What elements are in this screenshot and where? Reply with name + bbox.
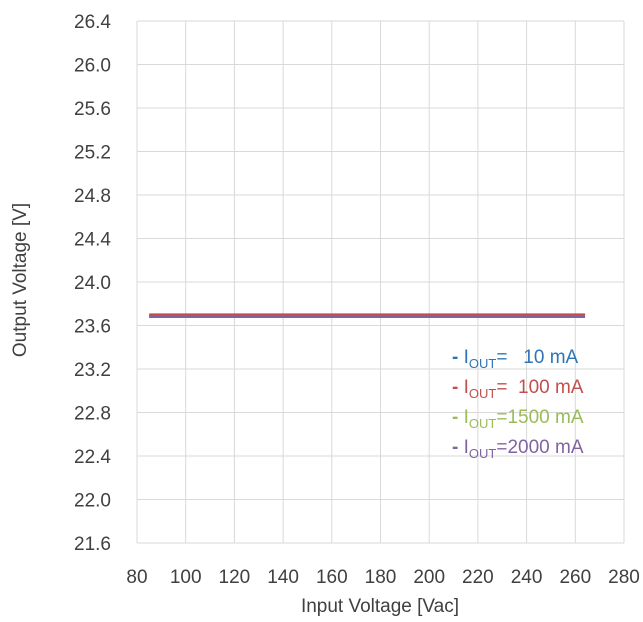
x-tick-label: 280 [608, 567, 640, 588]
y-tick-label: 26.0 [74, 56, 111, 77]
y-tick-label: 21.6 [74, 534, 111, 555]
legend-entry: - IOUT=2000 mA [452, 437, 584, 461]
x-axis-title: Input Voltage [Vac] [301, 596, 459, 617]
grid-lines [136, 20, 625, 544]
y-tick-label: 23.2 [74, 360, 111, 381]
series-lines [149, 313, 586, 319]
legend-entry: - IOUT= 100 mA [452, 377, 584, 401]
y-tick-label: 22.4 [74, 447, 111, 468]
x-tick-label: 180 [365, 567, 397, 588]
y-tick-label: 24.8 [74, 186, 111, 207]
x-tick-label: 240 [511, 567, 543, 588]
x-tick-label: 160 [316, 567, 348, 588]
legend-entry: - IOUT=1500 mA [452, 407, 584, 431]
y-tick-label: 23.6 [74, 317, 111, 338]
y-tick-label: 22.8 [74, 404, 111, 425]
y-axis-title: Output Voltage [V] [10, 203, 31, 357]
x-tick-labels: 80 100 120 140 160 180 200 220 240 260 280 [126, 567, 639, 588]
x-tick-label: 100 [170, 567, 202, 588]
x-tick-label: 200 [413, 567, 445, 588]
y-tick-label: 26.4 [74, 12, 111, 33]
y-tick-label: 25.2 [74, 143, 111, 164]
x-tick-label: 140 [267, 567, 299, 588]
x-tick-label: 80 [126, 567, 147, 588]
x-tick-label: 220 [462, 567, 494, 588]
y-tick-label: 22.0 [74, 491, 111, 512]
y-tick-labels: 21.6 22.0 22.4 22.8 23.2 23.6 24.0 24.4 24.8 25.2… [74, 12, 111, 555]
legend: - IOUT= 10 mA - IOUT= 100 mA - IOUT=1500 m… [452, 347, 584, 461]
y-tick-label: 24.4 [74, 230, 111, 251]
y-tick-label: 25.6 [74, 99, 111, 120]
x-tick-label: 260 [559, 567, 591, 588]
legend-entry: - IOUT= 10 mA [452, 347, 579, 371]
x-tick-label: 120 [219, 567, 251, 588]
y-tick-label: 24.0 [74, 273, 111, 294]
